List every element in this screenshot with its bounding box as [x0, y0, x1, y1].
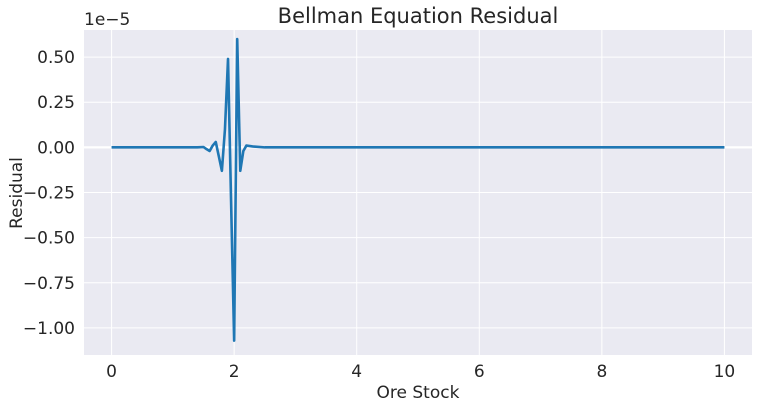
y-tick-label: −1.00 [23, 319, 75, 339]
x-tick-label: 10 [714, 362, 736, 382]
x-tick-label: 0 [106, 362, 117, 382]
y-tick-label: 0.50 [37, 48, 75, 68]
residual-series-line [111, 37, 725, 342]
x-tick-label: 4 [351, 362, 362, 382]
y-tick-label: 0.00 [37, 138, 75, 158]
y-axis-ticks: 0.50 0.25 0.00 −0.25 −0.50 −0.75 −1.00 [23, 48, 75, 339]
y-axis-label: Residual [7, 157, 27, 229]
x-axis-label: Ore Stock [377, 383, 460, 403]
y-tick-label: 0.25 [37, 93, 75, 113]
x-tick-label: 8 [596, 362, 607, 382]
y-offset-label: 1e−5 [84, 10, 130, 30]
y-tick-label: −0.75 [23, 274, 75, 294]
y-tick-label: −0.50 [23, 229, 75, 249]
chart-title: Bellman Equation Residual [278, 4, 559, 28]
x-tick-label: 6 [474, 362, 485, 382]
y-tick-label: −0.25 [23, 184, 75, 204]
x-tick-label: 2 [229, 362, 240, 382]
x-axis-ticks: 0 2 4 6 8 10 [106, 362, 735, 382]
